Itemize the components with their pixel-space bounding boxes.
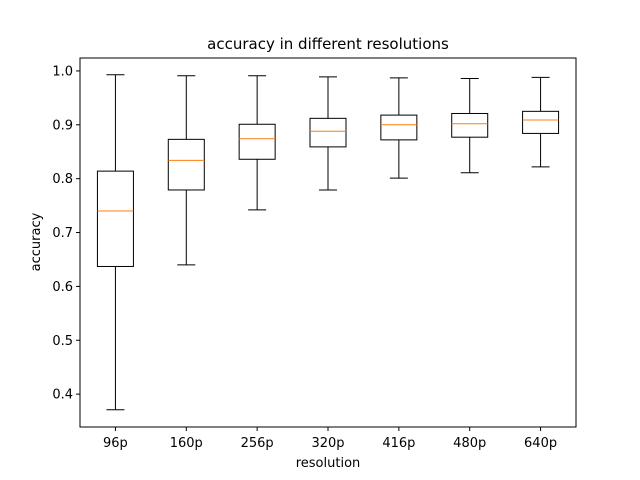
iqr-box [380,114,418,141]
box-160p [167,75,205,266]
y-tick-label: 1.0 [52,64,73,79]
y-tick-label: 0.6 [52,280,73,295]
y-tick-label: 0.4 [52,388,73,403]
iqr-box [309,117,347,148]
y-tick-label: 0.9 [52,118,73,133]
box-96p [96,74,134,411]
y-axis: 0.4 0.5 0.6 0.7 0.8 0.9 1.0 [52,64,80,403]
iqr-box [238,123,276,160]
x-tick-label: 416p [382,436,415,451]
iqr-box [96,170,134,267]
iqr-box [522,110,560,134]
x-tick-label: 256p [241,436,274,451]
box-640p [522,76,560,168]
box-480p [451,77,489,174]
x-tick-label: 96p [103,436,128,451]
iqr-box [451,112,489,138]
box-416p [380,77,418,179]
y-tick-label: 0.5 [52,334,73,349]
x-tick-label: 640p [524,436,557,451]
x-axis-label: resolution [296,456,361,471]
x-tick-label: 160p [170,436,203,451]
y-axis-label: accuracy [29,212,44,271]
box-256p [238,75,276,211]
iqr-box [167,138,205,191]
x-tick-label: 320p [311,436,344,451]
x-axis: 96p 160p 256p 320p 416p 480p 640p [103,427,557,451]
y-tick-label: 0.7 [52,226,73,241]
box-320p [309,76,347,191]
chart-title: accuracy in different resolutions [207,35,449,53]
x-tick-label: 480p [453,436,486,451]
chart-marks [96,74,560,411]
y-tick-label: 0.8 [52,172,73,187]
